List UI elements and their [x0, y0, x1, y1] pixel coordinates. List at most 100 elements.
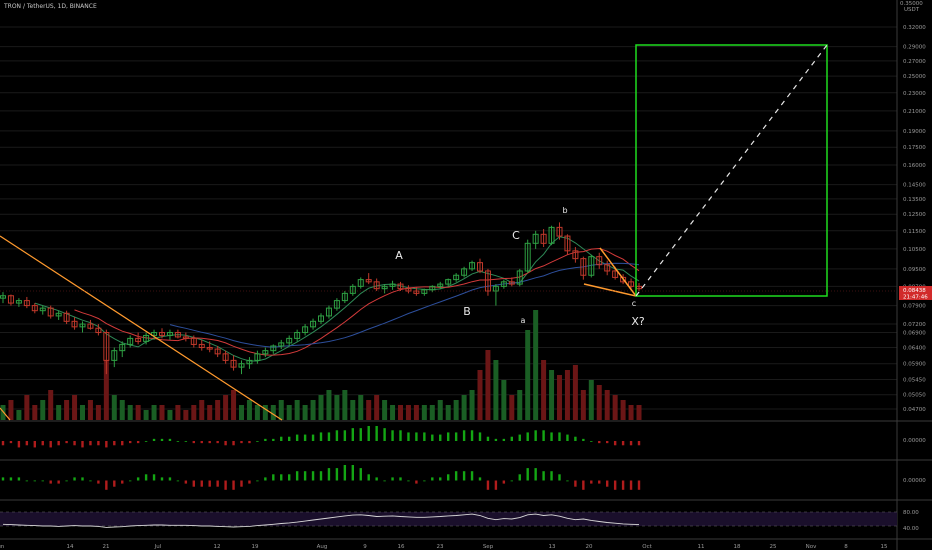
price-bar-body [325, 307, 332, 317]
volume-bar [199, 400, 205, 420]
price-bar-body [127, 337, 134, 345]
oscillator-2-bar [518, 474, 521, 481]
oscillator-2-bar [152, 474, 156, 481]
oscillator-1-bar [518, 434, 521, 441]
projection-line [635, 44, 828, 297]
volume-bar [80, 405, 85, 420]
oscillator-1-bar [9, 441, 13, 444]
price-tick-label: 0.05900 [903, 362, 926, 368]
oscillator-1-bar [335, 430, 339, 441]
volume-bar [254, 405, 260, 420]
oscillator-1-bar [57, 441, 60, 446]
volume-bar [56, 405, 62, 420]
oscillator-2-bar [550, 471, 553, 481]
volume-bar [262, 405, 268, 420]
time-tick-label: 9 [363, 544, 367, 550]
time-axis[interactable]: Jun 14 21 Jul 12 19 Aug 9 16 23 Sep 13 20 Oct 11 18 25 No… [0, 544, 888, 550]
price-bar-body [87, 323, 94, 329]
price-bar-body [103, 332, 110, 361]
price-tick-label: 0.06400 [903, 346, 926, 352]
volume-bar [628, 405, 634, 420]
oscillator-2-bar [542, 471, 545, 481]
volume-bar [111, 395, 117, 420]
volume-bar [270, 405, 276, 420]
price-bar-body [135, 337, 142, 342]
oscillator-1-bar [558, 432, 561, 441]
oscillator-2-bar [534, 468, 537, 481]
price-tick-label: 0.16000 [903, 163, 926, 169]
trendline-orange-short [0, 407, 11, 421]
volume-bar [215, 400, 221, 420]
oscillator-2-bar [454, 471, 458, 481]
volume-bar [421, 405, 427, 420]
oscillator-2-bar [256, 480, 259, 482]
oscillator-1-bar [574, 436, 577, 441]
price-bar-body [365, 279, 372, 283]
oscillator-2-bar [462, 471, 466, 481]
time-tick-label: Aug [317, 544, 328, 550]
volume-bar [87, 400, 93, 420]
price-bars [0, 222, 642, 375]
oscillator-2-bar [311, 471, 315, 481]
oscillator-2-bar [375, 477, 378, 481]
volume-bar [525, 330, 531, 420]
price-bar-body [214, 348, 221, 355]
oscillator-2-bar [168, 477, 172, 481]
price-bar-body [174, 332, 181, 338]
rsi-tick-label-40: 40.00 [903, 526, 919, 532]
oscillator-1-bar [73, 441, 76, 446]
volume-bar [207, 405, 213, 420]
oscillator-1-bar [105, 441, 108, 448]
oscillator-panel-1 [1, 426, 641, 448]
oscillator-1-bar [65, 441, 68, 444]
oscillator-2-bar [391, 477, 394, 481]
volume-bar [24, 395, 30, 420]
price-bar-body [612, 270, 619, 278]
price-bar-body [500, 281, 507, 287]
price-tick-label: 0.06900 [903, 331, 926, 337]
price-bar-body [556, 226, 563, 237]
oscillator-1-bar [454, 432, 458, 441]
oscillator-1-bar [311, 434, 315, 441]
price-bar-body [294, 332, 301, 339]
price-bar-body [477, 262, 483, 272]
oscillator-1-bar [264, 438, 267, 441]
oscillator-2-bar [335, 468, 339, 481]
price-bar-body [0, 295, 6, 299]
oscillator-2-bar [121, 480, 124, 484]
oscillator-1-tick-label: 0.00000 [903, 438, 926, 444]
wedge-line-upper [599, 247, 637, 297]
price-bar-body [516, 270, 523, 285]
volume-bar [612, 395, 618, 420]
price-bar-body [596, 256, 603, 266]
time-tick-label: 12 [214, 544, 221, 550]
oscillator-2-bar [1, 477, 5, 481]
oscillator-1-bar [49, 441, 52, 448]
volume-bar [636, 405, 642, 420]
oscillator-1-bar [295, 434, 299, 441]
rsi-panel [0, 511, 897, 528]
oscillator-2-bar [590, 480, 593, 484]
drawings [0, 44, 897, 421]
volume-bar [445, 405, 451, 420]
oscillator-1-bar [17, 441, 21, 448]
wave-label-a-text: a [521, 316, 526, 325]
time-tick-label: Jul [154, 544, 162, 550]
oscillator-1-bar [160, 438, 164, 441]
price-tick-label: 0.05450 [903, 378, 926, 384]
oscillator-2-bar [224, 480, 227, 490]
price-bar-body [230, 359, 237, 368]
price-bar-body [286, 337, 293, 344]
oscillator-1-bar [200, 441, 203, 444]
last-price-label: 0.08438 [903, 288, 926, 294]
volume-bar [549, 370, 555, 420]
oscillator-2-bar [582, 480, 585, 490]
rsi-tick-label-80: 80.00 [903, 510, 919, 516]
oscillator-2-bar [447, 474, 450, 481]
volume-bar [477, 370, 483, 420]
volume-bar [358, 395, 364, 420]
oscillator-2-bar [272, 474, 275, 481]
price-tick-label: 0.14500 [903, 183, 926, 189]
